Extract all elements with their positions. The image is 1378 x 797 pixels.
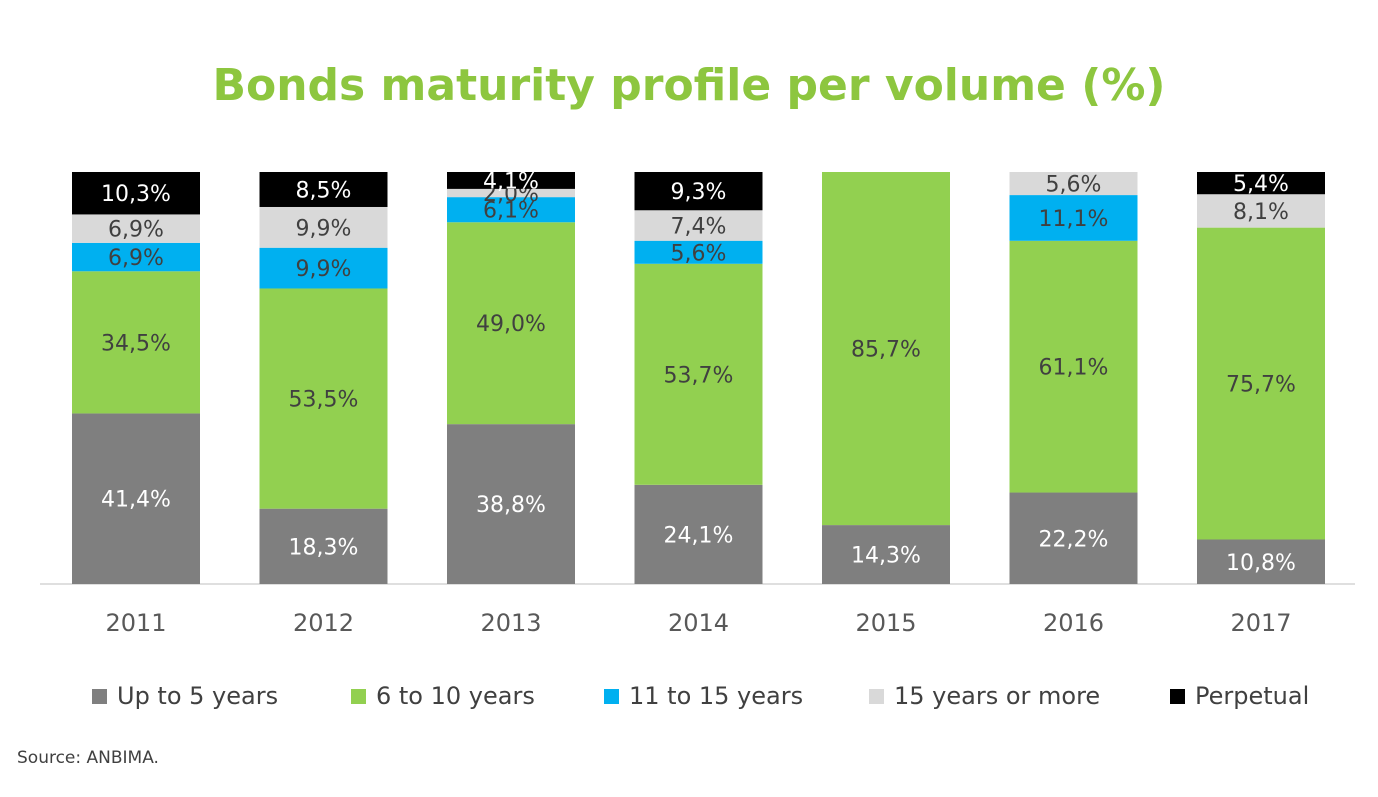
- x-tick-label: 2017: [1230, 609, 1291, 637]
- data-label: 85,7%: [851, 338, 921, 363]
- data-label: 10,3%: [101, 182, 171, 207]
- bar-segment-11-to-15-years-2011: [72, 242, 200, 272]
- data-label: 6,9%: [108, 218, 164, 243]
- bar-segment-11-to-15-years-2012: [259, 247, 388, 289]
- bar-segment-perpetual-2013: [447, 172, 575, 189]
- legend-swatch: [604, 688, 619, 704]
- x-tick-label: 2013: [480, 609, 541, 637]
- data-label: 9,3%: [671, 180, 727, 205]
- bar-segment-6-to-10-years-2013: [447, 222, 575, 425]
- data-label: 5,4%: [1233, 172, 1289, 197]
- bar-segment-6-to-10-years-2015: [822, 172, 950, 526]
- bar-segment-6-to-10-years-2011: [72, 271, 200, 414]
- bar-segment-up-to-5-years-2016: [1009, 492, 1138, 584]
- chart-title: Bonds maturity profile per volume (%): [212, 60, 1166, 111]
- data-label: 9,9%: [296, 257, 352, 282]
- bar-segment-15-years-or-more-2017: [1197, 194, 1325, 228]
- data-label: 11,1%: [1039, 207, 1109, 232]
- bar-segment-15-years-or-more-2016: [1009, 172, 1138, 196]
- legend-label: 11 to 15 years: [629, 682, 804, 710]
- legend-swatch: [1170, 688, 1185, 704]
- bar-segment-up-to-5-years-2015: [822, 525, 950, 584]
- data-label: 8,1%: [1233, 200, 1289, 225]
- data-label: 4,1%: [483, 169, 539, 194]
- bar-segment-up-to-5-years-2011: [72, 413, 200, 584]
- data-label: 7,4%: [671, 215, 727, 240]
- data-label: 38,8%: [476, 493, 546, 518]
- bar-segment-6-to-10-years-2017: [1197, 227, 1325, 540]
- data-label: 6,9%: [108, 246, 164, 271]
- bar-segment-perpetual-2012: [259, 172, 388, 207]
- bar-segment-perpetual-2011: [72, 172, 200, 215]
- data-label: 24,1%: [664, 523, 734, 548]
- data-label: 6,1%: [483, 199, 539, 224]
- data-label: 61,1%: [1039, 356, 1109, 381]
- data-label: 53,7%: [664, 363, 734, 388]
- bar-segment-15-years-or-more-2012: [259, 206, 388, 248]
- x-tick-label: 2014: [668, 609, 729, 637]
- source-note: Source: ANBIMA.: [17, 748, 159, 768]
- bar-segment-15-years-or-more-2011: [72, 214, 200, 243]
- x-tick-label: 2016: [1043, 609, 1104, 637]
- bar-segment-up-to-5-years-2012: [259, 508, 388, 584]
- legend-item: 15 years or more: [869, 678, 1100, 714]
- data-label: 34,5%: [101, 331, 171, 356]
- legend-item: Up to 5 years: [92, 678, 278, 714]
- data-label: 75,7%: [1226, 373, 1296, 398]
- data-label: 8,5%: [296, 178, 352, 203]
- bar-segment-15-years-or-more-2014: [634, 210, 763, 241]
- legend-label: Perpetual: [1195, 682, 1310, 710]
- data-label: 41,4%: [101, 488, 171, 513]
- x-tick-label: 2015: [855, 609, 916, 637]
- data-label: 10,8%: [1226, 551, 1296, 576]
- bar-segment-11-to-15-years-2013: [447, 197, 575, 223]
- bar-segment-15-years-or-more-2013: [447, 188, 575, 198]
- legend-item: 6 to 10 years: [351, 678, 535, 714]
- data-label: 5,6%: [1046, 173, 1102, 198]
- bar-segment-perpetual-2017: [1197, 172, 1325, 195]
- legend-label: 6 to 10 years: [376, 682, 535, 710]
- x-tick-label: 2012: [293, 609, 354, 637]
- data-label: 49,0%: [476, 312, 546, 337]
- data-label: 53,5%: [289, 388, 359, 413]
- bar-segment-6-to-10-years-2012: [259, 288, 388, 509]
- bar-segment-6-to-10-years-2014: [634, 263, 763, 485]
- bar-segment-11-to-15-years-2014: [634, 240, 763, 264]
- data-label: 22,2%: [1039, 527, 1109, 552]
- legend-label: Up to 5 years: [117, 682, 279, 710]
- data-label: 18,3%: [289, 535, 359, 560]
- legend-item: Perpetual: [1170, 678, 1309, 714]
- legend-item: 11 to 15 years: [604, 678, 803, 714]
- x-tick-label: 2011: [105, 609, 166, 637]
- data-label: 9,9%: [296, 216, 352, 241]
- data-label: 5,6%: [671, 241, 727, 266]
- legend-swatch: [92, 688, 107, 704]
- data-label: 14,3%: [851, 544, 921, 569]
- bar-segment-11-to-15-years-2016: [1009, 195, 1138, 241]
- legend-label: 15 years or more: [894, 682, 1101, 710]
- legend-swatch: [351, 688, 366, 704]
- bar-segment-6-to-10-years-2016: [1009, 240, 1138, 493]
- bar-segment-perpetual-2014: [634, 172, 763, 211]
- bar-segment-up-to-5-years-2014: [634, 484, 763, 584]
- bar-segment-up-to-5-years-2017: [1197, 539, 1325, 584]
- chart-legend: Up to 5 years 6 to 10 years 11 to 15 years…: [0, 678, 1378, 714]
- bar-segment-up-to-5-years-2013: [447, 424, 575, 584]
- legend-swatch: [869, 688, 884, 704]
